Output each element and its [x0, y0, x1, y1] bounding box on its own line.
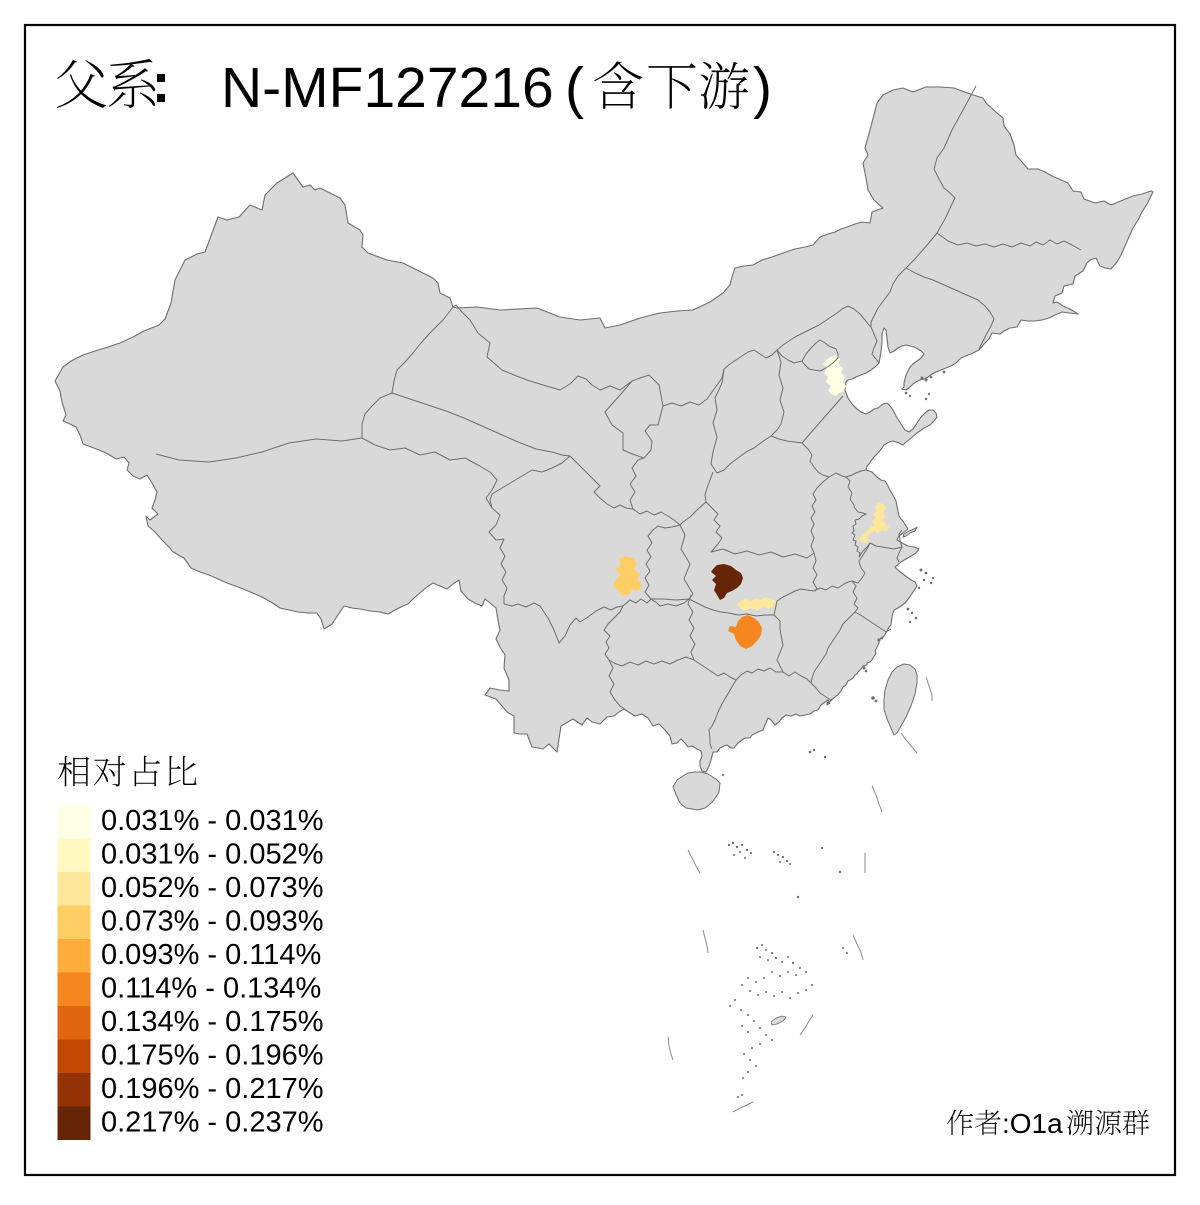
svg-text:0.175% - 0.196%: 0.175% - 0.196% — [101, 1040, 323, 1072]
svg-text:): ) — [753, 56, 772, 120]
svg-text:N-MF127216: N-MF127216 — [221, 56, 554, 120]
svg-text:0.114% - 0.134%: 0.114% - 0.134% — [101, 973, 321, 1005]
svg-text:0.217% - 0.237%: 0.217% - 0.237% — [101, 1107, 323, 1139]
svg-text:0.134% - 0.175%: 0.134% - 0.175% — [101, 1006, 323, 1038]
svg-text:0.052% - 0.073%: 0.052% - 0.073% — [101, 872, 323, 904]
svg-text:0.093% - 0.114%: 0.093% - 0.114% — [101, 939, 321, 971]
svg-text:(: ( — [565, 56, 584, 120]
svg-text::O1a: :O1a — [1002, 1108, 1063, 1139]
svg-text:0.196% - 0.217%: 0.196% - 0.217% — [101, 1073, 323, 1105]
svg-text:0.031% - 0.031%: 0.031% - 0.031% — [101, 805, 323, 837]
svg-text:0.031% - 0.052%: 0.031% - 0.052% — [101, 839, 323, 871]
svg-text:0.073% - 0.093%: 0.073% - 0.093% — [101, 906, 323, 938]
